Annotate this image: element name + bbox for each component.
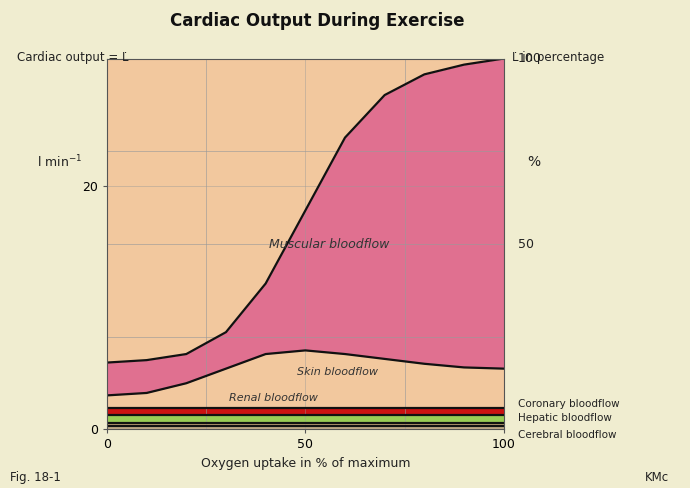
Text: 100: 100 [518, 52, 542, 65]
Text: Cardiac Output During Exercise: Cardiac Output During Exercise [170, 12, 464, 30]
Text: Muscular bloodflow: Muscular bloodflow [269, 238, 389, 250]
Text: Cerebral bloodflow: Cerebral bloodflow [518, 430, 616, 440]
Text: Coronary bloodflow: Coronary bloodflow [518, 399, 619, 409]
Text: Cardiac output = L̇: Cardiac output = L̇ [17, 51, 129, 64]
X-axis label: Oxygen uptake in % of maximum: Oxygen uptake in % of maximum [201, 457, 410, 470]
Text: 50: 50 [518, 238, 533, 250]
Text: Renal bloodflow: Renal bloodflow [229, 393, 318, 403]
Text: Fig. 18-1: Fig. 18-1 [10, 471, 61, 484]
Text: %: % [527, 155, 541, 169]
Text: Hepatic bloodflow: Hepatic bloodflow [518, 413, 611, 423]
Text: Skin bloodflow: Skin bloodflow [297, 367, 377, 377]
Text: L̇ in percentage: L̇ in percentage [512, 51, 604, 64]
Text: KMc: KMc [645, 471, 669, 484]
Text: l min$^{-1}$: l min$^{-1}$ [37, 154, 82, 171]
